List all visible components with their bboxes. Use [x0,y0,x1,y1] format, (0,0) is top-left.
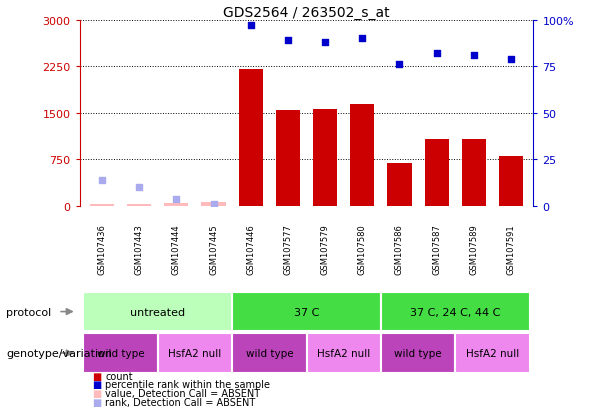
Text: GSM107589: GSM107589 [470,223,478,274]
Text: GSM107579: GSM107579 [321,223,330,274]
Bar [381,292,530,332]
Text: HsfA2 null: HsfA2 null [317,348,370,358]
Text: ■: ■ [92,380,101,389]
Text: HsfA2 null: HsfA2 null [169,348,221,358]
Bar [232,333,306,373]
Text: rank, Detection Call = ABSENT: rank, Detection Call = ABSENT [105,397,256,407]
Text: wild type: wild type [97,348,145,358]
Bar [499,156,523,206]
Point [208,202,218,208]
Text: GSM107580: GSM107580 [358,223,367,274]
Text: GSM107443: GSM107443 [135,223,143,274]
Point [506,56,516,63]
Text: GSM107445: GSM107445 [209,223,218,274]
Point [432,51,441,57]
Text: ■: ■ [92,388,101,399]
Text: ■: ■ [92,371,101,381]
Text: GSM107446: GSM107446 [246,223,255,274]
Text: HsfA2 null: HsfA2 null [466,348,519,358]
Point [134,185,144,191]
Text: GSM107587: GSM107587 [432,223,441,274]
Text: ■: ■ [92,397,101,407]
Text: wild type: wild type [245,348,293,358]
Bar [202,202,226,206]
Bar [232,292,381,332]
Text: untreated: untreated [130,307,185,317]
Point [395,62,405,69]
Bar [387,164,411,206]
Bar [425,140,449,206]
Bar [238,70,263,206]
Text: value, Detection Call = ABSENT: value, Detection Call = ABSENT [105,388,261,399]
Text: percentile rank within the sample: percentile rank within the sample [105,380,270,389]
Text: genotype/variation: genotype/variation [6,348,112,358]
Text: GSM107444: GSM107444 [172,223,181,274]
Bar [127,204,151,206]
Bar [306,333,381,373]
Bar [83,292,232,332]
Bar [90,205,114,206]
Point [357,36,367,43]
Point [283,38,293,45]
Text: count: count [105,371,133,381]
Bar [158,333,232,373]
Point [469,52,479,59]
Bar [381,333,455,373]
Point [246,23,256,30]
Text: GSM107577: GSM107577 [283,223,292,274]
Bar [350,105,375,206]
Bar [83,333,158,373]
Point [97,177,107,184]
Text: GSM107436: GSM107436 [97,223,107,274]
Bar [455,333,530,373]
Title: GDS2564 / 263502_s_at: GDS2564 / 263502_s_at [223,6,390,20]
Text: 37 C, 24 C, 44 C: 37 C, 24 C, 44 C [410,307,500,317]
Bar [462,140,486,206]
Bar [313,109,337,206]
Point [172,196,181,202]
Point [320,40,330,46]
Text: 37 C: 37 C [294,307,319,317]
Text: protocol: protocol [6,307,51,317]
Text: wild type: wild type [394,348,442,358]
Bar [164,203,188,206]
Bar [276,111,300,206]
Text: GSM107591: GSM107591 [506,223,516,274]
Text: GSM107586: GSM107586 [395,223,404,274]
